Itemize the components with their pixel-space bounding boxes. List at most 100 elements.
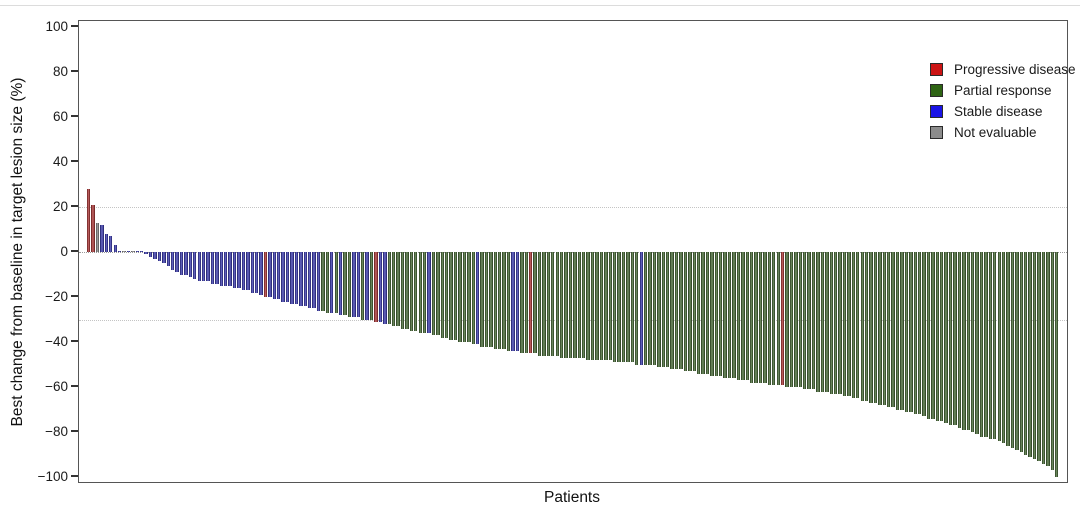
patient-bar — [201, 252, 206, 282]
patient-bar — [723, 252, 727, 378]
patient-bar — [683, 252, 688, 372]
patient-bar — [184, 252, 188, 275]
patient-bar — [391, 252, 396, 327]
patient-bar — [104, 234, 109, 252]
patient-bar — [144, 252, 148, 255]
patient-bar — [705, 252, 710, 374]
patient-bar — [630, 252, 635, 363]
patient-bar — [281, 252, 285, 302]
patient-bar — [347, 252, 352, 318]
patient-bar — [303, 252, 307, 306]
patient-bar — [962, 252, 966, 430]
x-axis-title: Patients — [543, 489, 600, 506]
patient-bar — [299, 252, 303, 306]
patient-bar — [506, 252, 511, 351]
patient-bar — [666, 252, 670, 367]
patient-bar — [232, 252, 237, 288]
legend-swatch — [930, 105, 943, 118]
y-axis-tick-label: −80 — [45, 423, 68, 439]
patient-bar — [325, 252, 330, 313]
patient-bar — [621, 252, 626, 363]
legend-item-g: Partial response — [930, 80, 1076, 101]
patient-bar — [520, 252, 524, 354]
patient-bar — [285, 252, 290, 302]
patient-bar — [343, 252, 347, 315]
patient-bar — [909, 252, 913, 412]
patient-bar — [524, 252, 528, 354]
patient-bar — [383, 252, 387, 324]
patient-bar — [767, 252, 772, 385]
patient-bar — [405, 252, 409, 329]
patient-bar — [263, 252, 268, 297]
patient-bar — [617, 252, 621, 363]
patient-bar — [462, 252, 467, 342]
patient-bar — [988, 252, 993, 439]
patient-bar — [277, 252, 281, 300]
y-axis-tick-mark — [71, 160, 78, 162]
patient-bar — [206, 252, 210, 282]
patient-bar — [794, 252, 798, 387]
patient-bar — [1037, 252, 1041, 462]
patient-bar — [1024, 252, 1028, 455]
patient-bar — [493, 252, 498, 349]
patient-bar — [842, 252, 847, 396]
y-axis-tick-label: 0 — [60, 243, 68, 259]
patient-bar — [692, 252, 696, 372]
patient-bar — [378, 252, 383, 322]
patient-bar — [361, 252, 365, 320]
patient-bar — [197, 252, 201, 282]
patient-bar — [648, 252, 652, 365]
patient-bar — [573, 252, 577, 358]
patient-bar — [1046, 252, 1050, 466]
patient-bar — [290, 252, 294, 304]
patient-bar — [140, 250, 144, 252]
patient-bar — [489, 252, 493, 347]
patient-bar — [750, 252, 754, 383]
legend-label: Not evaluable — [954, 125, 1037, 140]
patient-bar — [188, 252, 193, 277]
patient-bar — [701, 252, 705, 374]
patient-bar — [856, 252, 860, 399]
patient-bar — [100, 225, 104, 252]
patient-bar — [851, 252, 856, 399]
patient-bar — [679, 252, 683, 369]
patient-bar — [935, 252, 940, 421]
patient-bar — [175, 252, 179, 273]
y-axis-tick-mark — [71, 70, 78, 72]
patient-bar — [237, 252, 241, 288]
patient-bar — [294, 252, 299, 304]
y-axis-tick-mark — [71, 25, 78, 27]
patient-bar — [878, 252, 882, 405]
patient-bar — [246, 252, 250, 291]
legend-label: Partial response — [954, 83, 1052, 98]
patient-bar — [458, 252, 462, 342]
patient-bar — [117, 250, 122, 252]
patient-bar — [931, 252, 935, 419]
patient-bar — [1015, 252, 1019, 450]
legend-swatch — [930, 126, 943, 139]
patient-bar — [997, 252, 1001, 441]
patient-bar — [515, 252, 520, 351]
patient-bar — [502, 252, 506, 349]
patient-bar — [1032, 252, 1037, 459]
y-axis-tick-label: 40 — [52, 153, 68, 169]
patient-bar — [696, 252, 701, 374]
patient-bar — [953, 252, 957, 426]
patient-bar — [259, 252, 263, 295]
patient-bar — [948, 252, 953, 426]
patient-bar — [131, 250, 135, 252]
patient-bar — [219, 252, 223, 286]
patient-bar — [661, 252, 665, 367]
patient-bar — [803, 252, 807, 390]
patient-bar — [559, 252, 564, 358]
patient-bar — [396, 252, 400, 327]
y-axis-tick-mark — [71, 340, 78, 342]
reference-line--30 — [79, 319, 1067, 321]
patient-bar — [1054, 252, 1059, 477]
patient-bar — [241, 252, 246, 291]
patient-bar — [1019, 252, 1023, 453]
y-axis-tick-label: 80 — [52, 63, 68, 79]
patient-bar — [400, 252, 405, 329]
y-axis-tick-mark — [71, 385, 78, 387]
